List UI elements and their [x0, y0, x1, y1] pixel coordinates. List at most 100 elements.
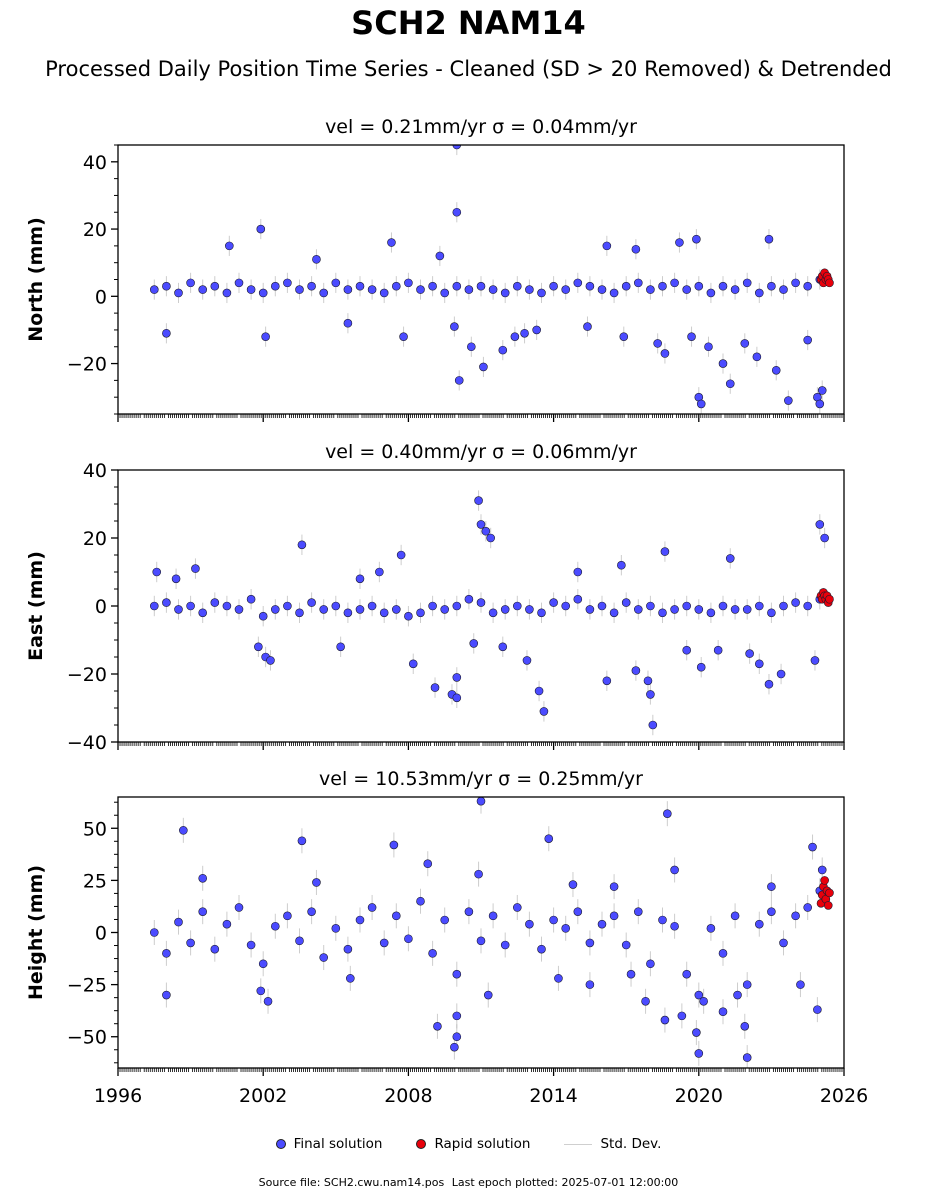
final-solution-point — [440, 915, 450, 925]
final-solution-point — [500, 605, 510, 614]
final-solution-point — [573, 278, 583, 288]
rapid-solution-point — [825, 278, 834, 288]
panel-title: vel = 0.40mm/yr σ = 0.06mm/yr — [325, 441, 637, 463]
final-solution-point — [464, 285, 474, 294]
final-solution-point — [675, 238, 684, 247]
final-solution-point — [481, 526, 491, 536]
final-solution-point — [498, 642, 508, 652]
final-solution-point — [660, 1015, 670, 1025]
panel-title: vel = 0.21mm/yr σ = 0.04mm/yr — [325, 116, 637, 138]
final-solution-point — [692, 234, 701, 244]
final-solution-point — [663, 809, 672, 818]
final-solution-point — [387, 238, 396, 247]
final-solution-point — [609, 911, 619, 921]
final-solution-point — [742, 605, 752, 614]
y-tick-label: −20 — [67, 664, 107, 686]
final-solution-point — [767, 281, 776, 291]
final-solution-point — [254, 642, 263, 652]
final-solution-point — [343, 608, 353, 618]
final-solution-point — [346, 974, 355, 983]
legend-label-final: Final solution — [293, 1136, 383, 1152]
final-solution-point — [399, 332, 408, 341]
x-tick-label: 1996 — [94, 1085, 142, 1107]
final-solution-point — [319, 605, 329, 614]
final-solution-point — [544, 834, 554, 843]
panel-1: vel = 0.21mm/yr σ = 0.04mm/yr North (mm)−… — [25, 116, 845, 422]
final-solution-point — [692, 1028, 701, 1037]
final-solution-point — [813, 1005, 822, 1014]
final-solution-point — [817, 865, 827, 875]
final-solution-point — [186, 938, 195, 948]
final-solution-point — [522, 656, 532, 665]
y-tick-label: 50 — [83, 818, 107, 840]
y-tick-label: 40 — [83, 152, 107, 174]
final-solution-point — [817, 386, 827, 395]
final-solution-point — [713, 645, 723, 655]
final-solution-point — [152, 567, 162, 577]
data-layer — [150, 145, 834, 414]
final-solution-point — [150, 285, 159, 294]
final-solution-point — [498, 345, 508, 355]
final-solution-point — [162, 328, 171, 338]
final-solution-point — [742, 1053, 752, 1062]
legend-marker-rapid — [416, 1139, 427, 1149]
final-solution-point — [779, 601, 788, 611]
legend-marker-final — [275, 1139, 286, 1149]
final-solution-point — [525, 605, 534, 614]
legend-item-stddev: Std. Dev. — [564, 1136, 661, 1152]
final-solution-point — [297, 836, 307, 846]
final-solution-point — [718, 281, 728, 291]
final-solution-point — [162, 598, 171, 607]
final-solution-point — [423, 859, 433, 869]
final-solution-point — [796, 980, 805, 989]
final-solution-point — [696, 399, 706, 409]
final-solution-point — [150, 601, 159, 611]
final-solution-point — [815, 520, 825, 529]
final-solution-point — [440, 605, 450, 614]
final-solution-point — [336, 642, 345, 652]
final-solution-point — [740, 1022, 750, 1031]
final-solution-point — [631, 244, 641, 254]
final-solution-point — [404, 934, 413, 944]
final-solution-point — [512, 903, 522, 912]
final-solution-point — [270, 281, 280, 291]
final-solution-point — [585, 281, 595, 291]
final-solution-point — [512, 601, 522, 611]
data-layer — [150, 490, 834, 736]
figure-subtitle: Processed Daily Position Time Series - C… — [45, 57, 892, 81]
y-tick-label: 0 — [95, 923, 107, 945]
final-solution-point — [428, 949, 437, 958]
x-tick-label: 2026 — [820, 1085, 868, 1107]
final-solution-point — [597, 285, 607, 294]
final-solution-point — [561, 285, 571, 294]
rapid-solution-point — [820, 876, 829, 885]
y-axis-label: East (mm) — [25, 551, 47, 661]
final-solution-point — [428, 601, 437, 611]
final-solution-point — [464, 907, 474, 916]
final-solution-point — [617, 560, 626, 570]
final-solution-point — [488, 285, 498, 294]
legend-label-rapid: Rapid solution — [434, 1136, 531, 1152]
final-solution-point — [718, 949, 728, 958]
final-solution-point — [633, 907, 643, 916]
final-solution-point — [433, 1022, 442, 1031]
final-solution-point — [261, 332, 270, 341]
final-solution-point — [752, 352, 762, 362]
final-solution-point — [430, 683, 440, 692]
final-solution-point — [646, 285, 655, 294]
final-solution-point — [815, 399, 825, 409]
final-solution-point — [602, 676, 612, 686]
final-solution-point — [718, 601, 728, 611]
x-tick-label: 2002 — [239, 1085, 287, 1107]
final-solution-point — [198, 608, 207, 618]
y-tick-label: −50 — [67, 1027, 107, 1049]
final-solution-point — [452, 1032, 462, 1042]
final-solution-point — [810, 656, 820, 665]
final-solution-point — [312, 255, 321, 264]
final-solution-point — [619, 332, 629, 341]
final-solution-point — [452, 673, 462, 682]
final-solution-point — [791, 598, 800, 607]
final-solution-point — [367, 903, 377, 912]
final-solution-point — [670, 605, 679, 614]
